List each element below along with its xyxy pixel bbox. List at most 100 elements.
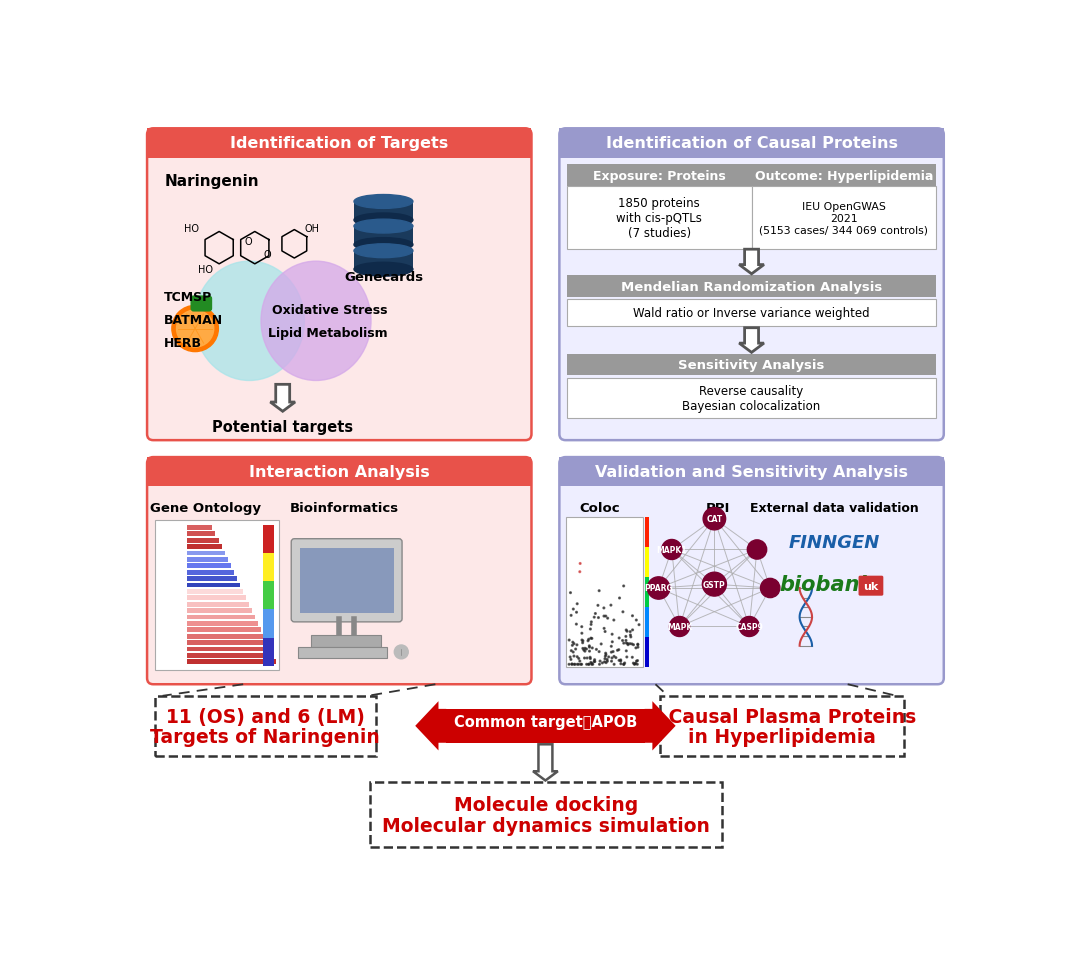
Circle shape (589, 645, 590, 647)
Text: Validation and Sensitivity Analysis: Validation and Sensitivity Analysis (595, 465, 908, 480)
Circle shape (605, 616, 607, 617)
Text: in Hyperlipidemia: in Hyperlipidemia (688, 727, 876, 747)
Text: 1850 proteins
with cis-pQTLs
(7 studies): 1850 proteins with cis-pQTLs (7 studies) (617, 197, 702, 240)
Circle shape (581, 642, 584, 644)
Circle shape (635, 663, 637, 664)
Circle shape (581, 632, 583, 634)
Circle shape (637, 660, 638, 662)
Circle shape (622, 640, 623, 642)
Circle shape (572, 652, 574, 653)
Text: Genecards: Genecards (344, 271, 423, 284)
Circle shape (584, 648, 586, 650)
Circle shape (579, 571, 580, 573)
Circle shape (579, 660, 580, 662)
Circle shape (619, 637, 620, 639)
Bar (187, 545, 222, 550)
Text: OH: OH (305, 224, 320, 234)
Text: Interaction Analysis: Interaction Analysis (249, 465, 429, 480)
Circle shape (572, 645, 573, 647)
Circle shape (620, 659, 622, 661)
Bar (187, 577, 236, 581)
Bar (187, 570, 233, 575)
Circle shape (592, 664, 593, 665)
Circle shape (661, 540, 682, 560)
Circle shape (625, 629, 627, 631)
Circle shape (589, 656, 591, 658)
Circle shape (627, 643, 628, 645)
FancyBboxPatch shape (147, 457, 531, 684)
Circle shape (637, 664, 638, 665)
Bar (568, 276, 936, 298)
Circle shape (748, 540, 767, 559)
Circle shape (648, 578, 670, 600)
Text: CASP9: CASP9 (735, 623, 764, 631)
Bar (263, 581, 274, 610)
Circle shape (584, 651, 586, 653)
Circle shape (581, 648, 584, 650)
Circle shape (611, 641, 613, 643)
Circle shape (630, 636, 632, 638)
Circle shape (573, 655, 575, 657)
Circle shape (589, 651, 590, 653)
Circle shape (610, 646, 612, 648)
Text: HO: HO (184, 224, 199, 234)
Text: Wald ratio or Inverse variance weighted: Wald ratio or Inverse variance weighted (634, 307, 870, 320)
Circle shape (591, 664, 592, 665)
Bar (187, 647, 271, 652)
Circle shape (576, 656, 578, 658)
Text: IEU OpenGWAS
2021
(5153 cases/ 344 069 controls): IEU OpenGWAS 2021 (5153 cases/ 344 069 c… (759, 202, 929, 235)
Ellipse shape (354, 244, 413, 259)
Circle shape (171, 307, 218, 353)
Circle shape (597, 604, 599, 606)
Circle shape (573, 608, 574, 610)
Circle shape (569, 664, 570, 665)
Circle shape (612, 651, 613, 653)
Bar (446, 709, 644, 743)
Circle shape (620, 660, 622, 662)
Circle shape (595, 649, 597, 651)
Ellipse shape (354, 263, 413, 277)
Circle shape (636, 620, 637, 621)
Bar (311, 635, 381, 648)
Circle shape (591, 638, 593, 640)
Circle shape (600, 660, 601, 662)
Bar (187, 538, 218, 543)
Text: Oxidative Stress: Oxidative Stress (272, 304, 388, 316)
Bar (187, 557, 228, 562)
Circle shape (586, 664, 588, 665)
Circle shape (599, 664, 601, 665)
Circle shape (580, 664, 583, 665)
Ellipse shape (354, 213, 413, 228)
Circle shape (629, 631, 632, 632)
FancyBboxPatch shape (147, 129, 531, 441)
Bar (187, 653, 274, 658)
Text: Identification of Causal Proteins: Identification of Causal Proteins (606, 136, 898, 151)
FancyBboxPatch shape (559, 457, 944, 684)
Text: Naringenin: Naringenin (164, 174, 259, 189)
Circle shape (632, 629, 634, 631)
Bar (187, 526, 212, 530)
Text: GSTP: GSTP (703, 580, 725, 589)
Circle shape (575, 624, 577, 626)
Text: Outcome: Hyperlipidemia: Outcome: Hyperlipidemia (755, 169, 933, 183)
Text: Reverse causality
Bayesian colocalization: Reverse causality Bayesian colocalizatio… (683, 384, 821, 412)
Circle shape (593, 661, 595, 663)
Circle shape (604, 658, 606, 660)
Circle shape (589, 647, 590, 649)
Circle shape (633, 644, 635, 646)
Circle shape (610, 660, 612, 662)
Circle shape (583, 650, 585, 652)
FancyArrow shape (271, 385, 295, 412)
Circle shape (625, 636, 626, 637)
Bar (187, 596, 246, 601)
Circle shape (702, 573, 726, 597)
Bar (154, 521, 279, 671)
Circle shape (573, 643, 575, 645)
FancyArrow shape (739, 250, 764, 275)
Circle shape (610, 652, 612, 653)
Circle shape (616, 657, 617, 659)
Circle shape (605, 653, 606, 654)
Text: Common target：APOB: Common target：APOB (454, 714, 637, 729)
FancyBboxPatch shape (291, 539, 403, 622)
Circle shape (580, 627, 583, 628)
